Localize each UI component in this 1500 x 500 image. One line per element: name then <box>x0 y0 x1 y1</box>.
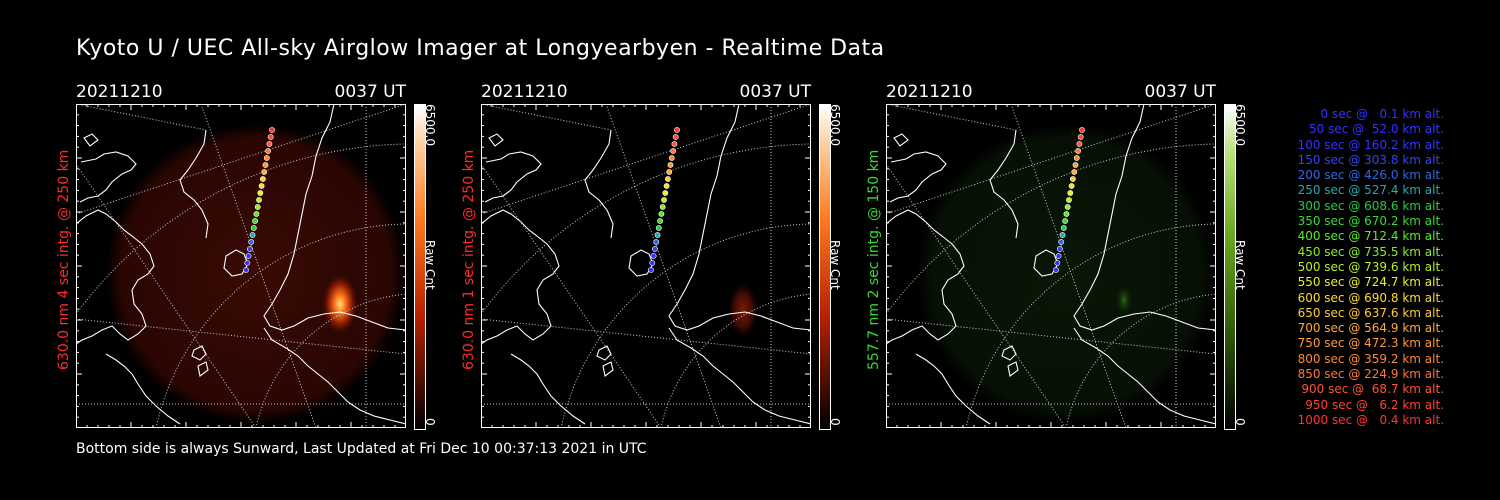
legend-entry: 850 sec @ 224.9 km alt. <box>1297 367 1444 382</box>
colorbar <box>1224 104 1236 430</box>
legend-entry: 650 sec @ 637.6 km alt. <box>1297 305 1444 320</box>
colorbar-min-label: 0 <box>423 418 437 426</box>
airglow-panel-1: 20211210 0037 UT <box>76 80 406 430</box>
panel-date: 20211210 <box>76 82 163 102</box>
panel-date: 20211210 <box>481 82 568 102</box>
legend-entry: 50 sec @ 52.0 km alt. <box>1309 122 1444 137</box>
panel-time: 0037 UT <box>1144 82 1217 102</box>
legend-entry: 350 sec @ 670.2 km alt. <box>1297 214 1444 229</box>
legend-entry: 0 sec @ 0.1 km alt. <box>1320 107 1445 121</box>
airglow-panel-3: 20211210 0037 UT <box>886 80 1216 430</box>
panel-side-label: 557.7 nm 2 sec intg. @ 150 km <box>866 149 882 370</box>
legend-entry: 900 sec @ 68.7 km alt. <box>1301 382 1444 397</box>
legend-entry: 950 sec @ 6.2 km alt. <box>1305 397 1444 412</box>
colorbar-max-label: 6500.0 <box>828 104 842 146</box>
legend-entry: 150 sec @ 303.8 km alt. <box>1297 152 1444 167</box>
legend-entry: 750 sec @ 472.3 km alt. <box>1297 336 1444 351</box>
update-status-footer: Bottom side is always Sunward, Last Upda… <box>76 441 647 457</box>
legend-entry: 400 sec @ 712.4 km alt. <box>1297 229 1444 244</box>
panel-date: 20211210 <box>886 82 973 102</box>
colorbar-unit-label: Raw Cnt <box>1233 240 1247 290</box>
legend-entry: 800 sec @ 359.2 km alt. <box>1297 351 1444 366</box>
colorbar-min-label: 0 <box>828 418 842 426</box>
colorbar <box>414 104 426 430</box>
colorbar-min-label: 0 <box>1233 418 1247 426</box>
panel-side-label: 630.0 nm 4 sec intg. @ 250 km <box>56 149 72 370</box>
legend-entry: 600 sec @ 690.8 km alt. <box>1297 290 1444 305</box>
page-title: Kyoto U / UEC All-sky Airglow Imager at … <box>76 36 885 61</box>
colorbar-unit-label: Raw Cnt <box>828 240 842 290</box>
legend-entry: 700 sec @ 564.9 km alt. <box>1297 321 1444 336</box>
legend-entry: 1000 sec @ 0.4 km alt. <box>1297 412 1444 427</box>
colorbar-unit-label: Raw Cnt <box>423 240 437 290</box>
legend-entry: 450 sec @ 735.5 km alt. <box>1297 244 1444 259</box>
sky-image-map <box>481 104 811 428</box>
legend-entry: 550 sec @ 724.7 km alt. <box>1297 275 1444 290</box>
colorbar-max-label: 6500.0 <box>1233 104 1247 146</box>
airglow-panel-2: 20211210 0037 UT <box>481 80 811 430</box>
legend-entry: 300 sec @ 608.6 km alt. <box>1297 198 1444 213</box>
panel-time: 0037 UT <box>334 82 407 102</box>
trajectory-time-altitude-legend: 0 sec @ 0.1 km alt. 50 sec @ 52.0 km alt.… <box>1262 107 1444 428</box>
colorbar-max-label: 6500.0 <box>423 104 437 146</box>
panel-time: 0037 UT <box>739 82 812 102</box>
sky-image-map <box>76 104 406 428</box>
legend-entry: 200 sec @ 426.0 km alt. <box>1297 168 1444 183</box>
sky-image-map <box>886 104 1216 428</box>
legend-entry: 100 sec @ 160.2 km alt. <box>1297 137 1444 152</box>
legend-entry: 500 sec @ 739.6 km alt. <box>1297 259 1444 274</box>
panel-side-label: 630.0 nm 1 sec intg. @ 250 km <box>461 149 477 370</box>
legend-entry: 250 sec @ 527.4 km alt. <box>1297 183 1444 198</box>
colorbar <box>819 104 831 430</box>
